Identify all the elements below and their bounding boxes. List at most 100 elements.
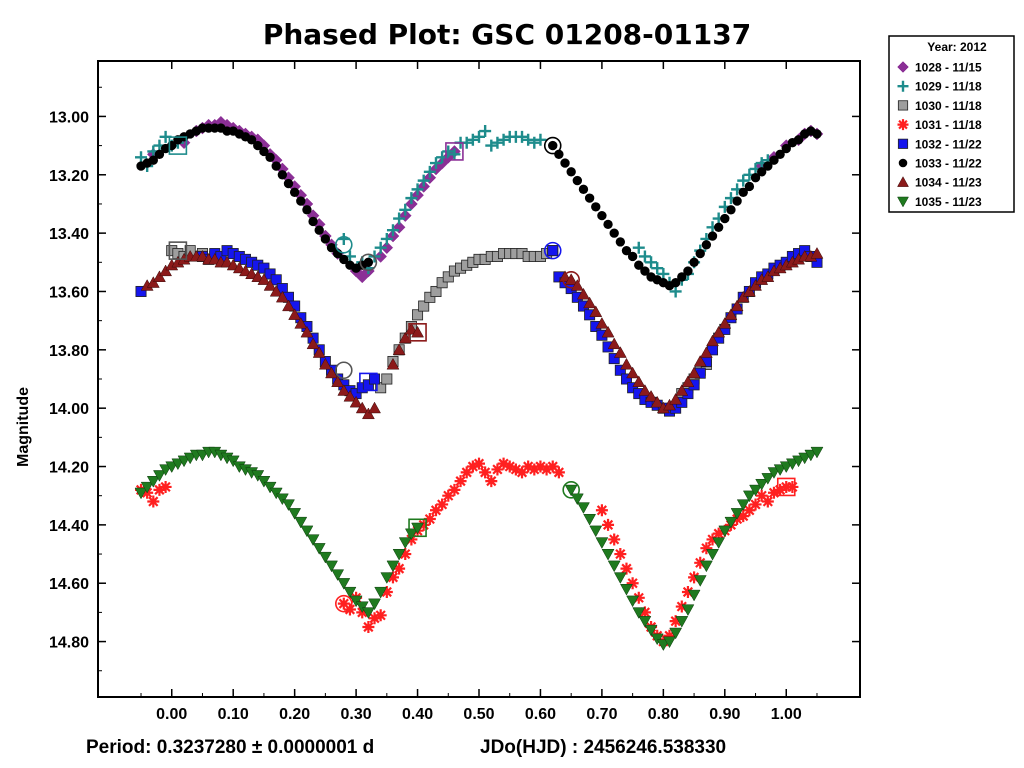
y-tick-label: 14.60 (49, 576, 89, 593)
y-axis: 13.00 13.20 13.40 13.60 13.80 14.00 14.20 14.40… (49, 86, 860, 672)
data-point (810, 446, 824, 459)
data-point (473, 457, 485, 470)
data-point (343, 389, 357, 402)
data-point (442, 489, 455, 502)
highlight-square (168, 136, 188, 155)
legend-entry: 1033 - 11/22 (915, 157, 982, 171)
data-point (312, 346, 326, 358)
data-point (140, 481, 154, 494)
data-point (337, 232, 350, 245)
data-point (627, 382, 639, 394)
data-point (380, 241, 394, 255)
data-point (257, 476, 271, 488)
data-point (627, 251, 638, 262)
highlight-square (408, 323, 427, 342)
data-point (259, 146, 269, 157)
data-point (148, 155, 158, 165)
x-tick-label: 0.30 (341, 706, 372, 723)
data-point (386, 357, 400, 370)
data-point (670, 278, 681, 288)
data-point (312, 543, 326, 555)
period-text: Period: 0.3237280 ± 0.0000001 d (86, 737, 374, 758)
data-point (608, 533, 621, 546)
data-point (613, 572, 627, 584)
data-point (681, 585, 694, 598)
data-point (386, 571, 399, 584)
data-point (695, 248, 705, 259)
data-point (331, 569, 345, 581)
plot-area-frame (97, 60, 861, 698)
data-point (546, 460, 559, 473)
data-point (663, 636, 676, 649)
x-tick-label: 0.10 (218, 706, 249, 723)
y-tick-label: 13.20 (49, 168, 89, 185)
data-point (368, 612, 381, 625)
data-point (429, 157, 442, 170)
highlight-circle (562, 481, 580, 499)
data-point (386, 560, 400, 573)
data-point (497, 133, 510, 146)
data-point (392, 343, 406, 355)
data-point (675, 384, 689, 396)
y-tick-label: 13.40 (49, 226, 89, 243)
data-point (418, 300, 430, 312)
data-point (528, 136, 541, 149)
data-point (497, 457, 510, 470)
legend-entry: 1030 - 11/18 (915, 99, 982, 113)
highlight-square (445, 142, 464, 161)
data-point (675, 616, 689, 628)
data-point (724, 516, 738, 529)
data-point (411, 325, 424, 338)
legend: Year: 2012 1028 - 11/15 1029 - 11/18 1030 … (888, 35, 1015, 213)
data-point (436, 498, 449, 511)
data-point (226, 455, 240, 468)
data-point (380, 572, 394, 584)
x-tick-label: 0.00 (156, 706, 187, 723)
data-point (638, 384, 652, 396)
chart-title: Phased Plot: GSC 01208-01137 (263, 18, 751, 51)
legend-entry: 1032 - 11/22 (915, 137, 982, 151)
legend-symbol (897, 61, 909, 73)
data-point (810, 247, 824, 259)
legend-entry: 1028 - 11/15 (915, 61, 982, 75)
highlight-square (408, 518, 427, 538)
data-point (621, 245, 632, 256)
data-point (275, 493, 289, 506)
data-point (147, 495, 160, 508)
data-point (718, 317, 732, 329)
data-point (398, 537, 412, 549)
legend-symbol (897, 176, 909, 187)
data-point (584, 193, 595, 203)
data-point (393, 212, 406, 225)
data-point (300, 325, 314, 338)
data-point (534, 133, 547, 146)
data-point (769, 155, 779, 165)
data-point (368, 401, 381, 414)
data-point (300, 525, 314, 538)
data-point (362, 620, 375, 633)
x-tick-label: 1.00 (771, 706, 802, 723)
data-point (424, 291, 436, 303)
data-point (689, 257, 699, 267)
data-point (154, 149, 165, 160)
data-point (577, 287, 590, 300)
data-point (761, 270, 775, 282)
data-point (626, 366, 640, 379)
data-point (812, 129, 822, 139)
data-point (730, 508, 744, 520)
data-point (786, 480, 799, 493)
data-point (412, 309, 424, 321)
data-point (724, 308, 738, 320)
highlight-circle (543, 241, 562, 260)
data-point (325, 366, 338, 379)
data-point (361, 407, 375, 420)
data-point (361, 607, 375, 619)
data-point (246, 135, 257, 145)
data-point (644, 389, 658, 402)
data-point (644, 624, 658, 637)
data-point (339, 254, 349, 265)
data-point (626, 577, 639, 590)
data-points (134, 115, 824, 652)
highlight-circle (335, 594, 353, 613)
